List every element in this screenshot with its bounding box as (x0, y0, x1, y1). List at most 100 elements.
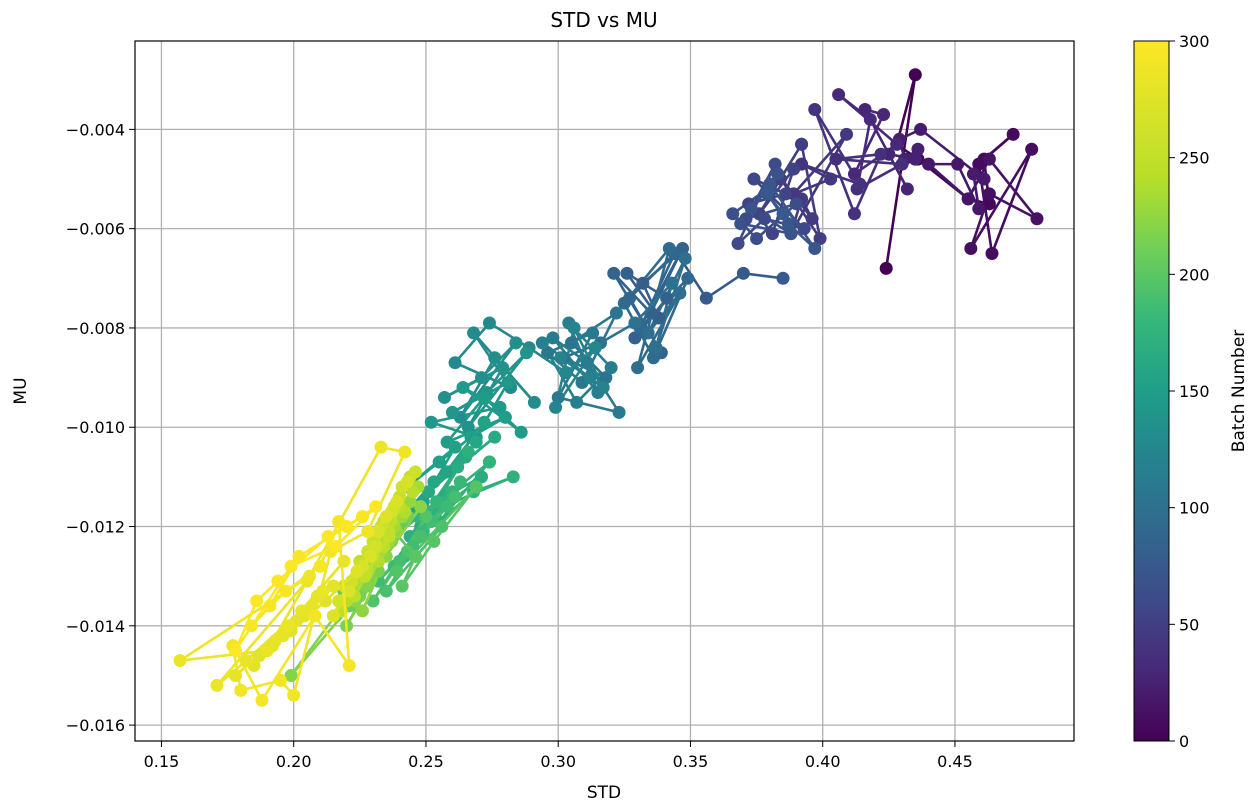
trajectory-segment (364, 535, 391, 577)
data-point (758, 212, 772, 226)
data-point (390, 564, 404, 578)
data-point (535, 336, 549, 350)
data-point (279, 584, 293, 598)
data-point (985, 246, 999, 260)
data-point (673, 286, 687, 300)
data-point (554, 351, 568, 365)
data-point (374, 440, 388, 454)
colorbar-ticks: 0 50 100 150 200 250 300 (1169, 32, 1210, 751)
data-point (488, 351, 502, 365)
trajectory-segment (313, 615, 351, 667)
data-point (607, 266, 621, 280)
trajectory-segment (884, 74, 917, 269)
data-point (951, 157, 965, 171)
y-tick-label: −0.006 (66, 220, 125, 239)
data-point (890, 137, 904, 151)
series-batch-75-100 (607, 242, 790, 375)
data-point (340, 520, 354, 534)
data-point (966, 167, 980, 181)
trajectory-segment (895, 74, 917, 145)
data-point (853, 177, 867, 191)
data-point (631, 361, 645, 375)
data-point (281, 619, 295, 633)
trajectory-segment (853, 153, 883, 215)
series-batch-50-75 (726, 137, 822, 256)
data-point (260, 644, 274, 658)
data-point (321, 529, 335, 543)
data-point (644, 306, 658, 320)
data-point (596, 381, 610, 395)
data-point (326, 609, 340, 623)
data-point (797, 222, 811, 236)
data-point (908, 152, 922, 166)
data-point (422, 485, 436, 499)
data-point (244, 619, 258, 633)
x-tick-label: 0.35 (673, 752, 709, 771)
data-point (475, 470, 489, 484)
trajectory-segment (636, 292, 682, 369)
data-point (628, 316, 642, 330)
data-point (210, 678, 224, 692)
data-point (337, 554, 351, 568)
series-batch-0-25 (879, 68, 1044, 275)
data-point (506, 470, 520, 484)
plot-frame (134, 40, 1075, 742)
data-point (564, 336, 578, 350)
data-point (369, 539, 383, 553)
data-point (477, 415, 491, 429)
data-point (768, 157, 782, 171)
data-point (271, 574, 285, 588)
data-point (303, 569, 317, 583)
data-point (445, 405, 459, 419)
data-point (284, 559, 298, 573)
data-point (448, 490, 462, 504)
x-tick-label: 0.40 (805, 752, 841, 771)
colorbar-tick-label: 150 (1179, 382, 1210, 401)
data-point (427, 534, 441, 548)
trajectory-segment (318, 521, 340, 567)
data-point (440, 500, 454, 514)
colorbar-tick-label: 250 (1179, 149, 1210, 168)
data-point (482, 316, 496, 330)
trajectory-segment (988, 158, 1038, 220)
colorbar-label: Batch Number (1229, 330, 1249, 453)
trajectory-segment (401, 540, 435, 587)
data-point (813, 232, 827, 246)
data-point (451, 460, 465, 474)
trajectory-segment (260, 615, 316, 701)
data-point (400, 475, 414, 489)
data-point (342, 659, 356, 673)
trajectory-segment (292, 551, 332, 696)
data-point (863, 112, 877, 126)
data-point (808, 242, 822, 256)
trajectory-segment (599, 321, 636, 344)
data-point (628, 331, 642, 345)
trajectory-segment (557, 396, 620, 414)
trajectory-segment (743, 272, 784, 280)
data-point (379, 510, 393, 524)
data-point (734, 217, 748, 231)
data-point (982, 197, 996, 211)
data-point (287, 688, 301, 702)
x-tick-label: 0.15 (144, 752, 180, 771)
data-point (858, 103, 872, 117)
trajectory-segment (366, 451, 406, 533)
trajectory-segment (927, 163, 970, 200)
data-point (519, 346, 533, 360)
data-point (840, 127, 854, 141)
data-point (371, 524, 385, 538)
trajectory-segment (792, 133, 848, 195)
data-point (509, 336, 523, 350)
trajectory-segment (560, 356, 604, 389)
data-point (263, 599, 277, 613)
data-point (292, 549, 306, 563)
data-point (440, 465, 454, 479)
data-point (964, 242, 978, 256)
trajectory-segment (853, 113, 885, 175)
data-layer (173, 68, 1044, 707)
data-point (784, 227, 798, 241)
data-point (229, 644, 243, 658)
data-point (908, 68, 922, 82)
series-batch-100-125 (535, 276, 679, 419)
data-point (972, 202, 986, 216)
